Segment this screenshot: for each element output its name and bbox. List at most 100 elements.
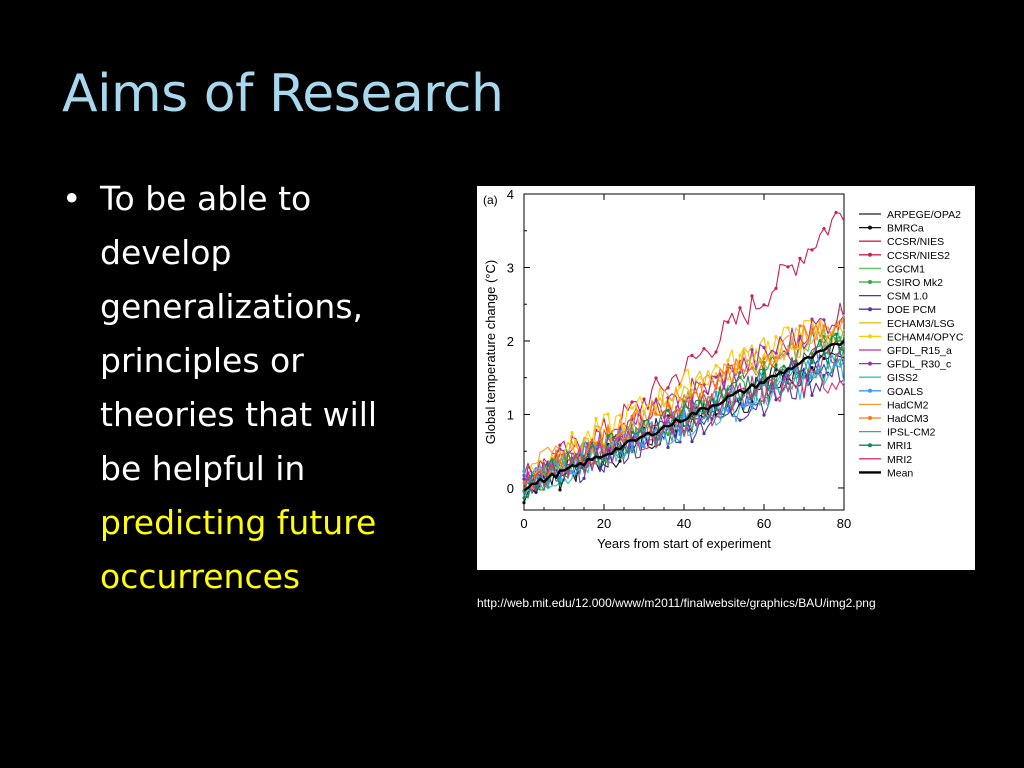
- series-point: [810, 352, 814, 356]
- series-point: [642, 419, 646, 423]
- y-tick-label: 2: [507, 334, 514, 349]
- panel-label: (a): [483, 193, 498, 207]
- series-point: [774, 363, 778, 367]
- series-line-giss2: [523, 358, 845, 500]
- series-point: [738, 353, 742, 357]
- series-point: [714, 390, 718, 394]
- series-point: [822, 352, 826, 356]
- series-line-echam3-lsg: [523, 320, 845, 479]
- series-point: [750, 348, 754, 352]
- series-point: [618, 451, 622, 455]
- legend-entry: GFDL_R30_c: [887, 359, 951, 371]
- y-axis-label: Global temperature change (°C): [483, 260, 498, 444]
- series-point: [726, 367, 730, 371]
- series-point: [666, 445, 670, 450]
- series-point: [678, 385, 682, 389]
- legend-entry: ECHAM4/OPYC: [887, 331, 964, 343]
- series-point: [690, 393, 694, 397]
- series-point: [558, 488, 562, 492]
- series-point: [594, 442, 598, 446]
- series-point: [738, 398, 742, 402]
- series-point: [714, 350, 718, 354]
- legend-entry: BMRCa: [887, 223, 924, 235]
- x-tick-label: 0: [520, 516, 527, 531]
- y-tick-label: 4: [507, 187, 514, 202]
- series-point: [786, 352, 790, 356]
- series-point: [594, 461, 598, 465]
- series-point: [738, 365, 742, 369]
- series-point: [786, 348, 790, 353]
- bullet-line: generalizations,: [100, 287, 364, 326]
- series-point: [582, 476, 586, 480]
- y-tick-label: 0: [507, 481, 514, 496]
- series-point: [642, 397, 646, 401]
- series-point: [630, 406, 634, 410]
- chart-axes: 0 20 40 60 80 0 1 2 3 4 Years from start of experi…: [483, 187, 851, 551]
- series-point: [810, 376, 814, 380]
- series-point: [558, 481, 562, 485]
- series-point: [738, 418, 742, 422]
- series-point: [666, 386, 670, 390]
- source-url[interactable]: http://web.mit.edu/12.000/www/m2011/fina…: [477, 596, 876, 610]
- series-point: [594, 444, 598, 449]
- legend-marker: [868, 388, 872, 393]
- bullet-line: develop: [100, 233, 232, 272]
- series-point: [726, 387, 730, 391]
- series-point: [834, 210, 838, 215]
- series-point: [762, 346, 766, 350]
- bullet-line: be helpful in: [100, 449, 306, 488]
- bullet-item: To be able to develop generalizations, p…: [100, 172, 470, 604]
- legend-marker: [868, 225, 872, 230]
- series-point: [654, 398, 658, 402]
- series-point: [738, 370, 742, 375]
- series-point: [666, 402, 670, 406]
- legend-marker: [868, 334, 872, 339]
- series-point: [750, 366, 754, 370]
- bullet-line: theories that will: [100, 395, 378, 434]
- legend-marker: [868, 443, 872, 448]
- series-point: [642, 445, 646, 449]
- y-tick-label: 1: [507, 407, 514, 422]
- series-point: [762, 303, 766, 307]
- series-point: [774, 351, 778, 355]
- series-point: [558, 461, 562, 465]
- x-tick-label: 80: [837, 516, 851, 531]
- chart-figure: 0 20 40 60 80 0 1 2 3 4 Years from start of experi…: [477, 186, 975, 570]
- series-line-mri1: [523, 333, 845, 499]
- series-point: [570, 431, 574, 435]
- series-point: [834, 363, 838, 367]
- legend-entry: IPSL-CM2: [887, 427, 936, 439]
- legend-entry: MRI2: [887, 454, 912, 466]
- slide-title: Aims of Research: [62, 64, 504, 124]
- series-point: [546, 464, 550, 468]
- series-point: [654, 412, 658, 416]
- series-point: [558, 443, 562, 447]
- series-point: [714, 408, 718, 412]
- series-point: [606, 434, 610, 438]
- series-point: [726, 409, 730, 413]
- series-point: [714, 364, 718, 368]
- legend-entry: GOALS: [887, 386, 923, 398]
- series-point: [762, 354, 766, 358]
- series-point: [690, 401, 694, 405]
- series-point: [714, 384, 718, 388]
- series-point: [774, 355, 778, 359]
- series-point: [630, 414, 634, 418]
- legend-entry: CCSR/NIES2: [887, 250, 950, 262]
- series-point: [774, 335, 778, 339]
- series-point: [798, 372, 802, 377]
- series-point: [690, 440, 694, 444]
- series-point: [726, 320, 730, 324]
- x-tick-label: 60: [757, 516, 771, 531]
- series-point: [678, 432, 682, 437]
- series-point: [822, 324, 826, 328]
- series-point: [594, 416, 598, 421]
- legend-entry: GISS2: [887, 372, 918, 384]
- series-point: [822, 227, 826, 231]
- series-point: [774, 398, 778, 402]
- series-point: [822, 334, 826, 338]
- series-point: [606, 427, 610, 431]
- bullet-marker: •: [62, 179, 82, 218]
- legend-marker: [868, 252, 872, 257]
